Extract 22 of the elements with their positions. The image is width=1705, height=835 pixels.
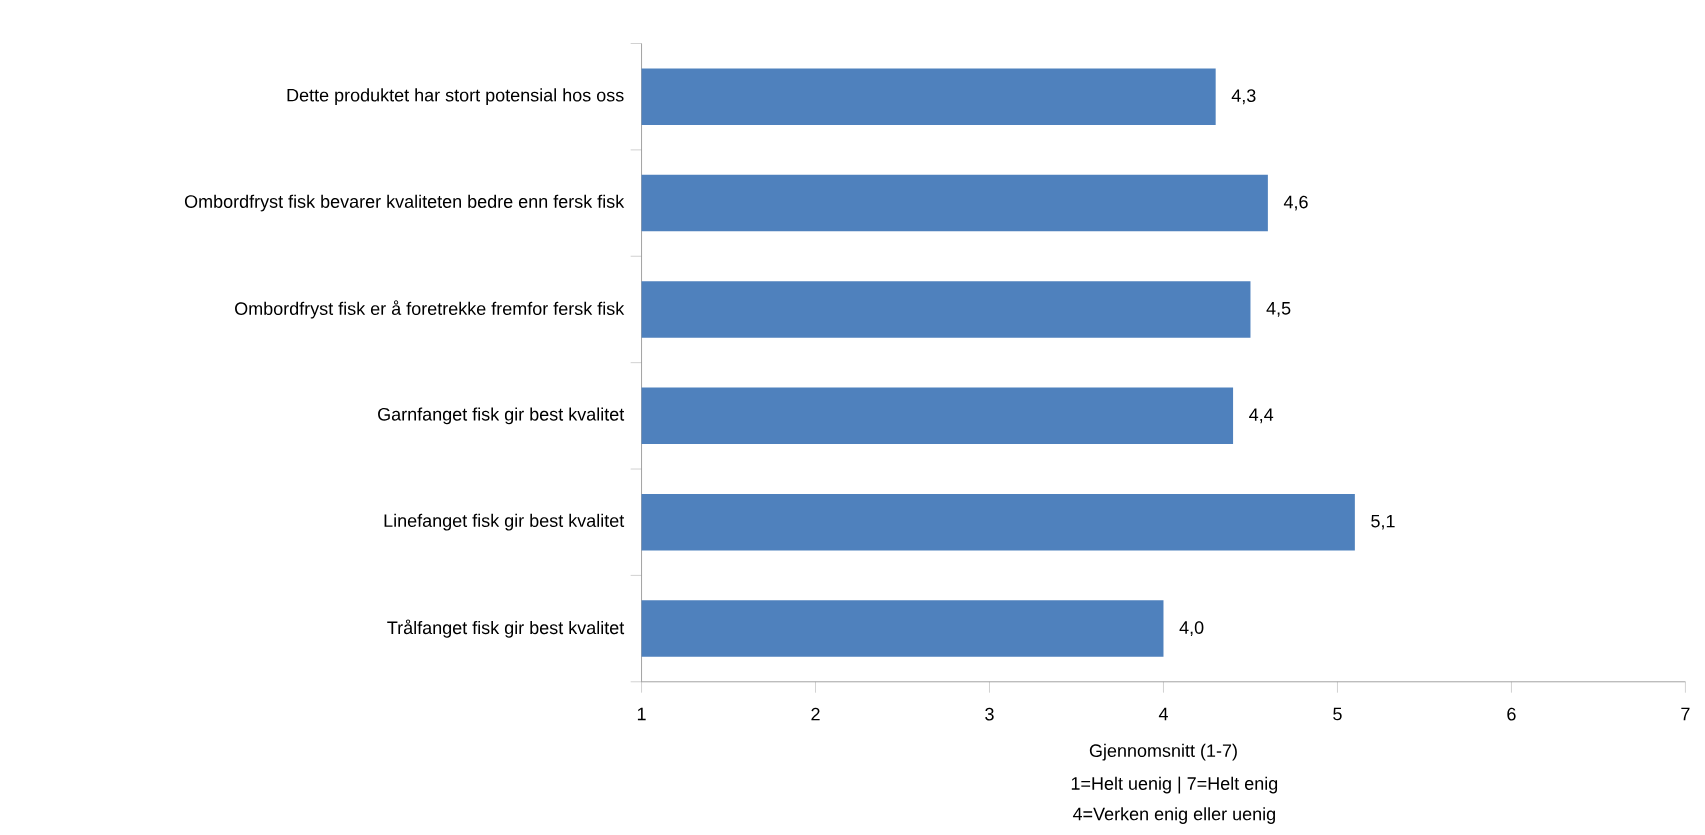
data-label: 5,1 [1371,514,1395,530]
y-tick-label: Dette produktet har stort potensial hos oss [287,88,624,106]
x-axis-title: Gjennomsnitt (1-7) [1089,743,1237,761]
x-tick-label: 4 [1158,707,1168,721]
data-label: 4,5 [1266,302,1291,317]
x-tick-label: 1 [637,707,646,721]
y-tick-label: Garnfanget fisk gir best kvalitet [378,407,625,425]
y-tick-label: Ombordfryst fisk bevarer kvaliteten bedre enn fersk fisk [184,194,625,212]
text: 1=Helt uenig | 7=Helt enig [1071,776,1278,794]
data-label: 4,3 [1231,89,1256,105]
data-label: 4,4 [1249,408,1274,424]
x-tick-label: 7 [1681,707,1690,721]
data-label: 4,6 [1283,195,1308,211]
y-tick-label: Ombordfryst fisk er å foretrekke fremfor fersk fisk [235,300,625,319]
x-tick-label: 6 [1507,707,1516,721]
x-tick-label: 5 [1333,707,1342,721]
y-tick-label: Trålfanget fisk gir best kvalitet [387,619,625,638]
x-tick-label: 2 [811,707,820,721]
text: 4=Verken enig eller uenig [1072,807,1275,824]
x-tick-label: 3 [985,707,994,721]
data-label: 4,0 [1179,621,1204,636]
y-tick-label: Linefanget fisk gir best kvalitet [384,513,625,531]
